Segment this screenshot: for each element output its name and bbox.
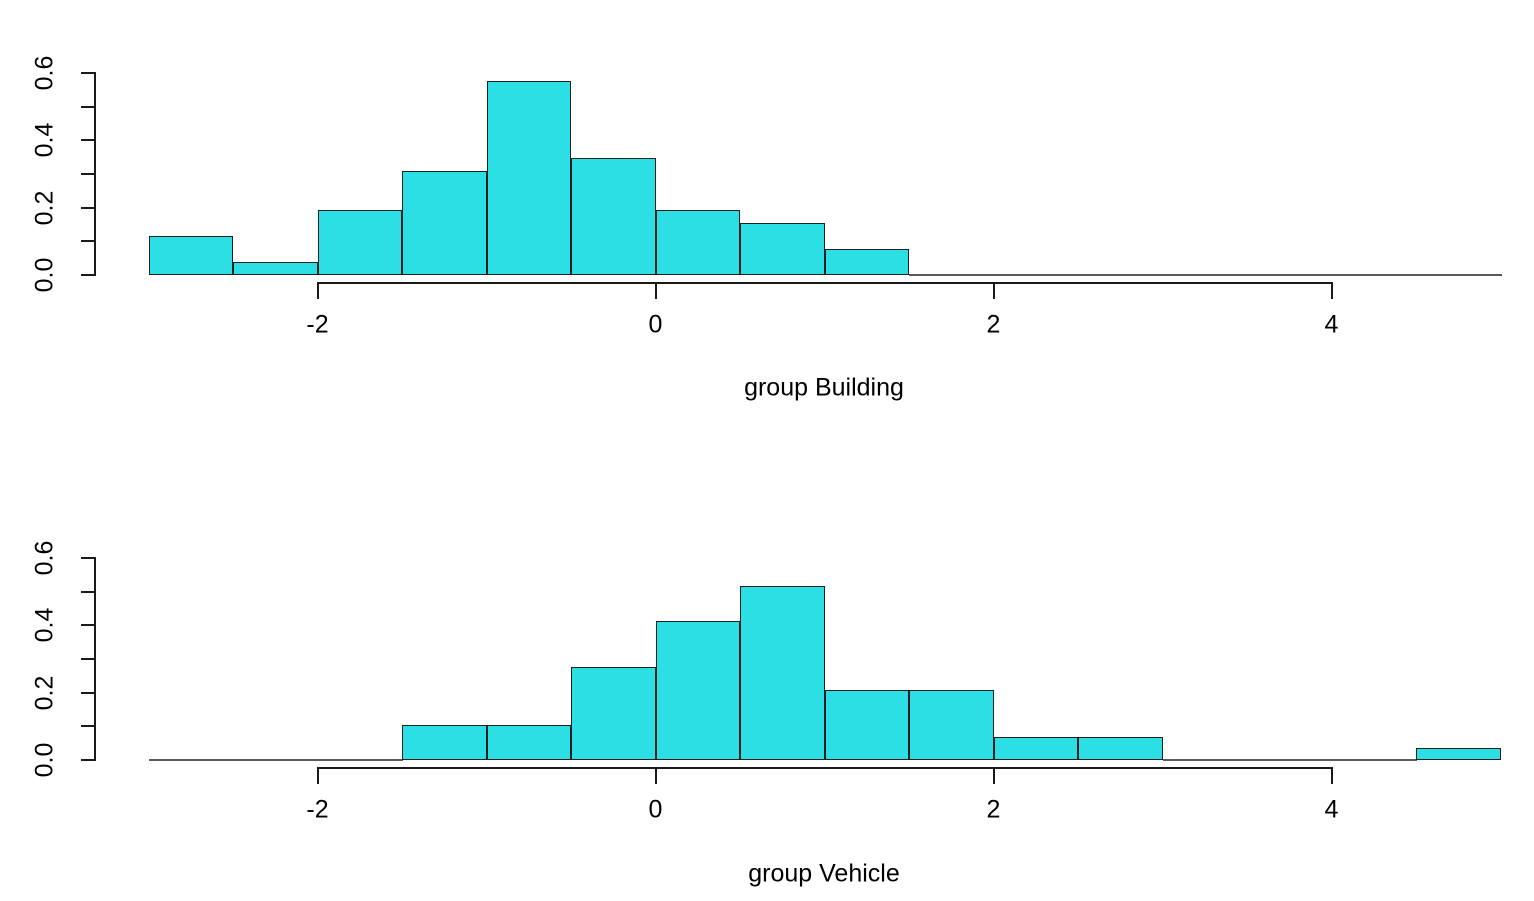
baseline-segment xyxy=(1078,274,1164,276)
x-tick xyxy=(992,767,995,784)
y-tick-label: 0.6 xyxy=(30,540,59,576)
histogram-bar xyxy=(740,223,825,275)
y-tick xyxy=(81,240,94,243)
histogram-bar xyxy=(1416,748,1501,760)
y-tick xyxy=(81,658,94,660)
y-tick-label: 0.0 xyxy=(30,742,59,778)
y-tick xyxy=(81,759,94,761)
histogram-bar xyxy=(655,620,740,760)
histogram-bar xyxy=(317,210,402,275)
x-axis-line xyxy=(316,282,1333,284)
histogram-bar xyxy=(1078,736,1163,760)
x-tick-label: 2 xyxy=(986,795,1001,824)
histogram-bar xyxy=(824,249,909,275)
y-tick xyxy=(81,105,94,108)
histogram-bar xyxy=(486,725,571,760)
histogram-bar xyxy=(993,736,1078,760)
x-tick xyxy=(992,282,995,299)
x-tick-label: 2 xyxy=(986,310,1001,339)
x-tick-label: -2 xyxy=(306,795,329,824)
y-tick xyxy=(81,139,94,142)
y-tick xyxy=(81,557,94,559)
y-tick xyxy=(81,206,94,209)
x-tick xyxy=(1330,282,1333,299)
y-axis-line xyxy=(94,72,96,276)
y-tick xyxy=(81,173,94,175)
x-axis-title: group Vehicle xyxy=(748,859,900,888)
histogram-bar xyxy=(233,262,318,275)
baseline-segment xyxy=(233,759,319,761)
baseline-segment xyxy=(1162,274,1248,276)
x-tick-label: 0 xyxy=(648,310,663,339)
y-tick-label: 0.2 xyxy=(30,675,59,711)
histogram-bar xyxy=(486,80,571,275)
y-axis-line xyxy=(94,557,96,761)
histogram-bar xyxy=(402,171,487,275)
y-tick xyxy=(81,691,94,694)
y-tick xyxy=(81,72,94,74)
x-tick-label: 4 xyxy=(1324,795,1339,824)
x-tick-label: 0 xyxy=(648,795,663,824)
histogram-bar xyxy=(655,210,740,275)
y-tick xyxy=(81,624,94,627)
x-tick-label: 4 xyxy=(1324,310,1339,339)
baseline-segment xyxy=(317,759,403,761)
histogram-bar xyxy=(571,667,656,760)
baseline-segment xyxy=(1162,759,1248,761)
histogram-bar xyxy=(402,725,487,760)
baseline-segment xyxy=(1416,274,1502,276)
x-axis-title: group Building xyxy=(744,373,904,402)
histogram-bar xyxy=(571,158,656,275)
x-tick xyxy=(1330,767,1333,784)
x-tick xyxy=(316,282,319,299)
baseline-segment xyxy=(993,274,1079,276)
baseline-segment xyxy=(1331,759,1417,761)
histogram-bar xyxy=(740,585,825,760)
x-tick-label: -2 xyxy=(306,310,329,339)
baseline-segment xyxy=(148,759,234,761)
baseline-segment xyxy=(1331,274,1417,276)
x-tick xyxy=(654,767,657,784)
histogram-bar xyxy=(909,690,994,760)
baseline-segment xyxy=(909,274,995,276)
x-tick xyxy=(654,282,657,299)
histogram-bar xyxy=(824,690,909,760)
histogram-bar xyxy=(148,236,233,275)
y-tick xyxy=(81,274,94,276)
baseline-segment xyxy=(1247,274,1333,276)
x-axis-line xyxy=(316,767,1333,769)
y-tick-label: 0.4 xyxy=(30,607,59,643)
y-tick xyxy=(81,590,94,593)
x-tick xyxy=(316,767,319,784)
y-tick xyxy=(81,725,94,728)
baseline-segment xyxy=(1247,759,1333,761)
